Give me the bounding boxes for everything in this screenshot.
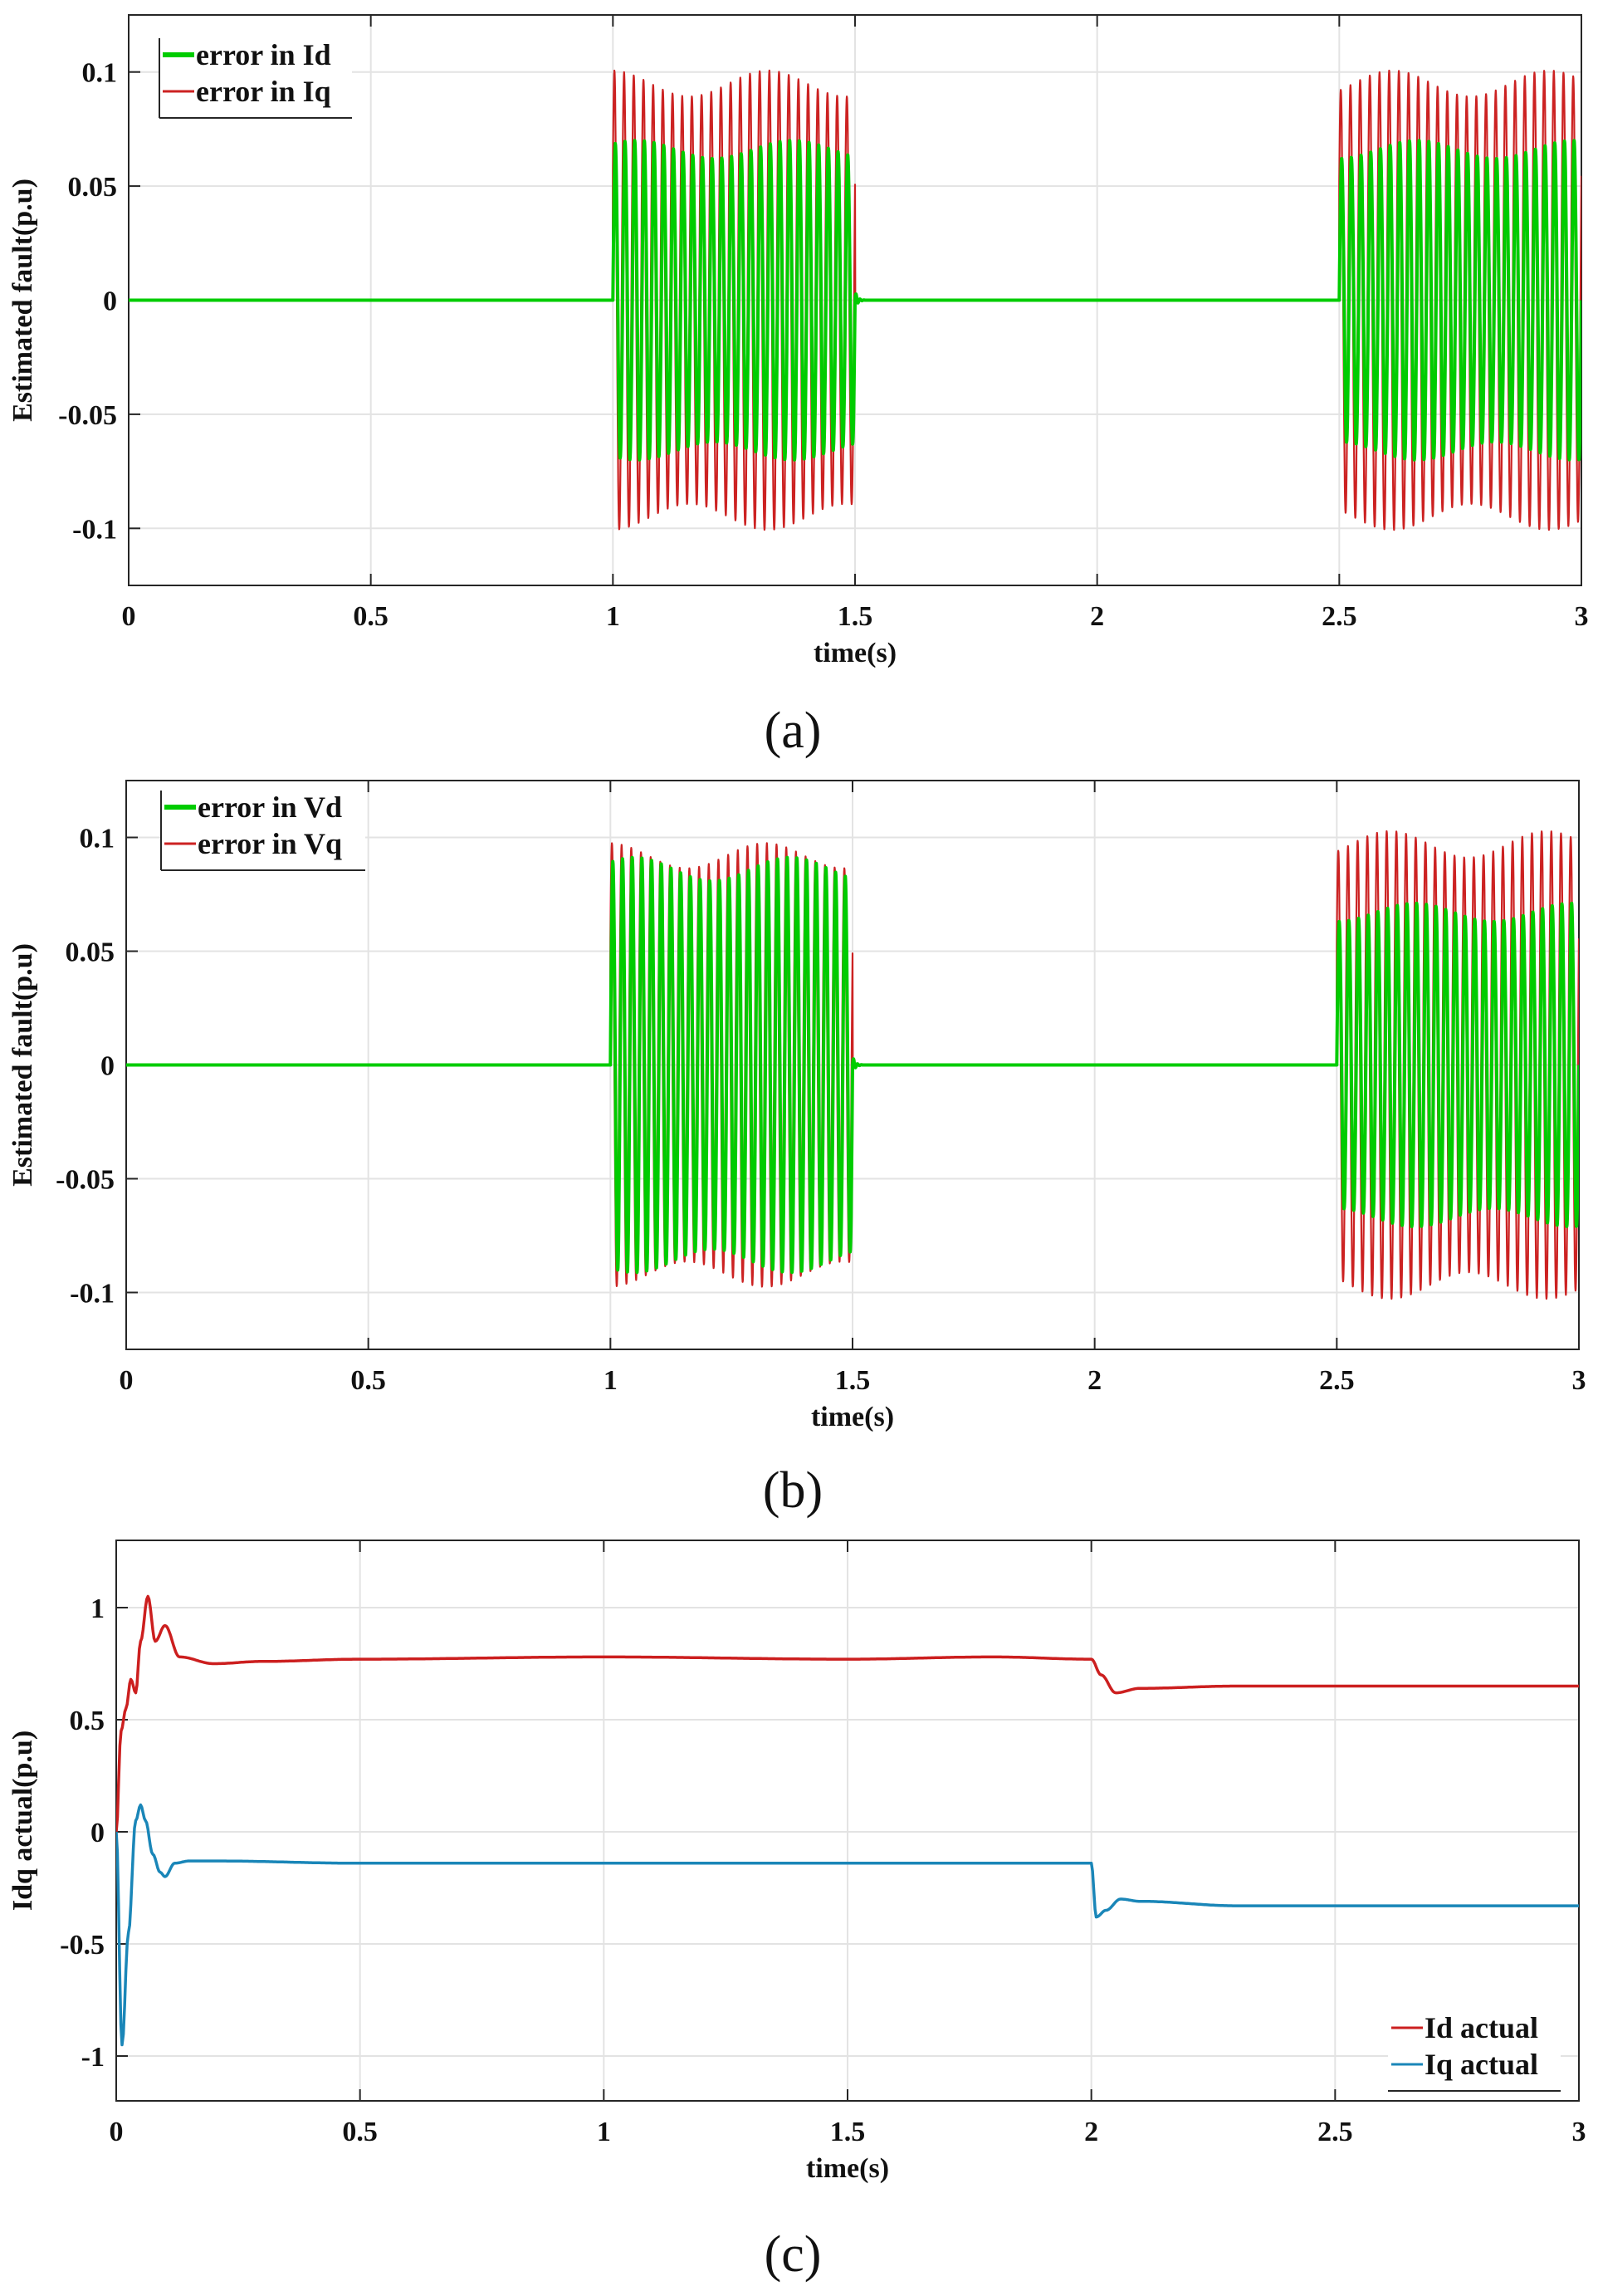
y-tick-label: -1 <box>81 2042 105 2073</box>
legend-entry: error in Vq <box>198 827 342 860</box>
series-line-green <box>126 855 1579 1275</box>
legend-entry: Id actual <box>1425 2011 1538 2044</box>
y-tick-label: 0 <box>90 1818 105 1848</box>
x-tick-label: 0.5 <box>353 601 389 632</box>
legend-box <box>1388 2011 1561 2091</box>
legend: Id actual Iq actual <box>1388 2011 1561 2092</box>
x-tick-label: 0 <box>120 1365 134 1396</box>
x-tick-label: 1.5 <box>838 601 873 632</box>
x-axis-label: time(s) <box>806 2153 889 2184</box>
panel-label: (a) <box>765 703 822 759</box>
y-axis-label: Estimated fault(p.u) <box>7 943 38 1187</box>
legend: error in Id error in Iq <box>159 38 352 119</box>
x-tick-label: 3 <box>1572 2117 1586 2147</box>
y-tick-label: 0.1 <box>82 58 118 89</box>
legend-box <box>159 38 352 118</box>
x-tick-label: 3 <box>1575 601 1589 632</box>
legend-entry: error in Iq <box>196 75 331 108</box>
series-line-iq-actual <box>116 1803 1579 2047</box>
x-tick-label: 2.5 <box>1322 601 1357 632</box>
y-tick-label: -0.5 <box>60 1930 105 1961</box>
y-tick-label: 0 <box>103 286 117 317</box>
x-tick-label: 0 <box>122 601 136 632</box>
chart-panel-b: 0 0.5 1 1.5 2 2.5 3 -0.1 -0.05 0 0.05 0.1 time(s) Est… <box>7 780 1586 1432</box>
x-tick-label: 2.5 <box>1317 2117 1353 2147</box>
x-axis-label: time(s) <box>814 638 897 668</box>
y-tick-label: -0.1 <box>72 514 117 545</box>
x-tick-label: 2 <box>1087 1365 1102 1396</box>
x-tick-label: 2 <box>1084 2117 1098 2147</box>
y-axis-label: Idq actual(p.u) <box>7 1731 38 1911</box>
series-line-id-actual <box>116 1594 1579 1833</box>
x-tick-label: 2.5 <box>1319 1365 1355 1396</box>
y-tick-label: 0.1 <box>80 824 115 854</box>
x-tick-label: 1 <box>604 1365 618 1396</box>
series-group <box>129 69 1581 531</box>
x-tick-label: 1.5 <box>835 1365 871 1396</box>
x-tick-label: 0.5 <box>350 1365 386 1396</box>
x-tick-label: 3 <box>1572 1365 1586 1396</box>
legend-entry: error in Id <box>196 38 331 71</box>
series-group <box>116 1594 1579 2047</box>
x-tick-label: 1.5 <box>830 2117 866 2147</box>
y-axis-label: Estimated fault(p.u) <box>7 179 38 422</box>
legend-box <box>161 791 365 870</box>
y-tick-label: -0.1 <box>70 1279 115 1310</box>
panel-label: (b) <box>763 1462 823 1519</box>
series-group <box>126 830 1579 1300</box>
panel-label: (c) <box>765 2226 822 2283</box>
y-tick-label: -0.05 <box>58 400 117 431</box>
legend-entry: error in Vd <box>198 791 342 824</box>
chart-panel-c: 0 0.5 1 1.5 2 2.5 3 -1 -0.5 0 0.5 1 time(s) Idq actua… <box>7 1540 1586 2184</box>
x-tick-label: 2 <box>1090 601 1104 632</box>
x-axis-label: time(s) <box>811 1402 894 1432</box>
chart-panel-a: 0 0.5 1 1.5 2 2.5 3 -0.1 -0.05 0 0.05 0.1 time(s) Est… <box>7 14 1589 668</box>
y-tick-label: 0.5 <box>70 1706 105 1736</box>
series-line-green <box>129 139 1581 462</box>
y-tick-label: 0 <box>100 1051 115 1082</box>
y-tick-label: 0.05 <box>68 172 118 203</box>
x-tick-label: 1 <box>597 2117 611 2147</box>
x-tick-label: 0 <box>110 2117 124 2147</box>
y-tick-label: 1 <box>90 1593 105 1624</box>
y-tick-label: -0.05 <box>56 1165 115 1196</box>
x-tick-label: 0.5 <box>342 2117 378 2147</box>
x-tick-label: 1 <box>606 601 620 632</box>
y-tick-label: 0.05 <box>66 937 115 968</box>
legend-entry: Iq actual <box>1425 2048 1538 2081</box>
